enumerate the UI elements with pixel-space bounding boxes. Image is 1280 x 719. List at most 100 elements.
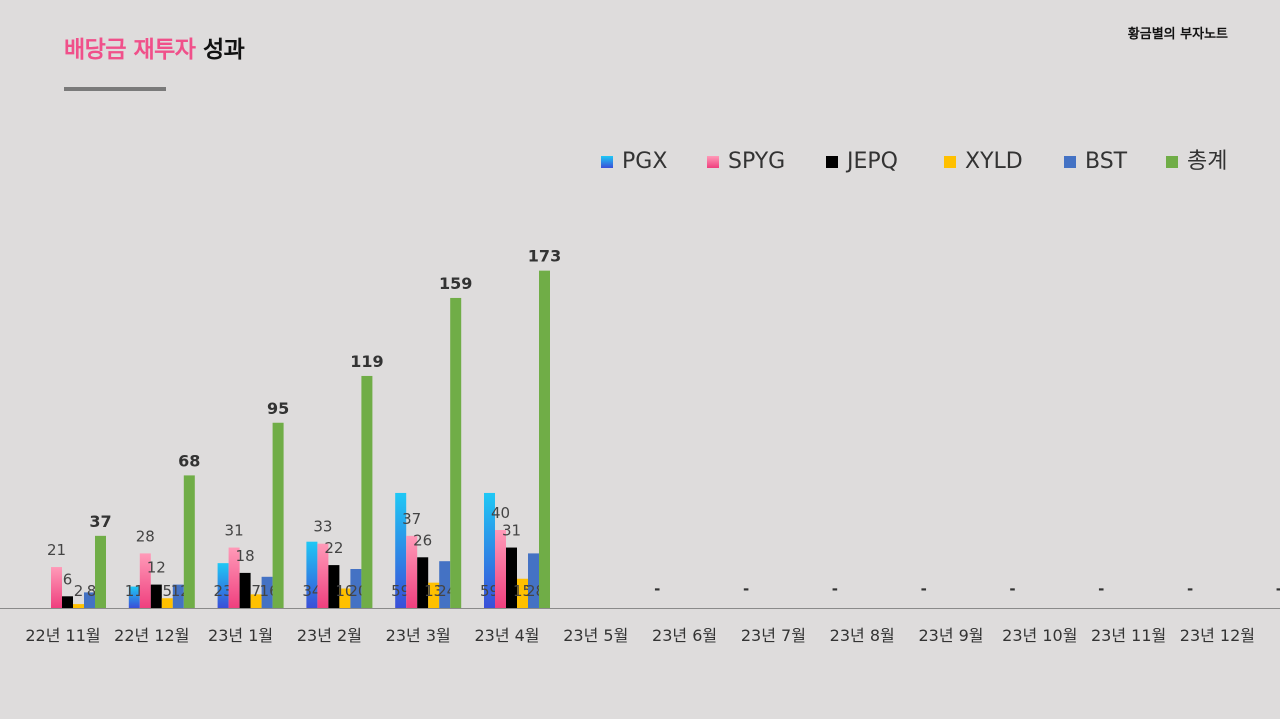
empty-marker: -	[654, 580, 660, 598]
bar-총계	[95, 535, 106, 608]
bar-총계	[450, 297, 462, 608]
x-tick-label: 23년 7월	[741, 626, 806, 645]
data-label-SPYG: 31	[225, 522, 244, 540]
total-label: 37	[89, 512, 111, 531]
bar-SPYG	[317, 543, 329, 608]
legend-item-BST: BST	[1064, 149, 1128, 174]
empty-marker: -	[743, 580, 749, 598]
x-tick-label: 23년 6월	[652, 626, 717, 645]
bar-JEPQ	[506, 547, 517, 608]
data-label-XYLD: 5	[163, 582, 173, 600]
x-tick-label: 23년 8월	[830, 626, 895, 645]
bar-총계	[183, 475, 195, 608]
empty-marker: -	[1276, 580, 1280, 598]
bar-JEPQ	[328, 565, 340, 608]
data-label-XYLD: 15	[513, 582, 532, 600]
data-label-SPYG: 40	[491, 504, 510, 522]
legend-label: 총계	[1187, 149, 1227, 174]
bar-BST	[350, 569, 362, 608]
bar-PGX	[128, 586, 140, 608]
bar-PGX	[306, 541, 318, 608]
data-label-XYLD: 10	[335, 582, 354, 600]
data-label-PGX: 59	[391, 582, 410, 600]
bar-PGX	[395, 492, 407, 608]
bar-BST	[261, 576, 273, 608]
bar-JEPQ	[62, 596, 73, 608]
data-label-PGX: 23	[214, 582, 233, 600]
legend-label: SPYG	[728, 149, 785, 174]
bar-PGX	[484, 492, 495, 608]
legend-swatch	[707, 156, 719, 168]
bar-SPYG	[495, 530, 506, 608]
bar-JEPQ	[239, 572, 251, 608]
empty-marker: -	[1098, 580, 1104, 598]
bar-BST	[528, 553, 539, 608]
legend-item-SPYG: SPYG	[707, 149, 785, 174]
total-label: 68	[178, 451, 200, 470]
legend-swatch	[1064, 156, 1076, 168]
bar-총계	[361, 375, 373, 608]
legend-item-총계: 총계	[1166, 149, 1227, 174]
total-label: 119	[350, 352, 383, 371]
data-label-JEPQ: 6	[63, 570, 73, 588]
chart-legend: PGX SPYG JEPQ XYLD BST 총계	[601, 149, 1227, 174]
empty-marker: -	[1009, 580, 1015, 598]
legend-label: PGX	[622, 149, 667, 174]
empty-marker: -	[832, 580, 838, 598]
x-tick-label: 23년 3월	[386, 626, 451, 645]
legend-swatch	[601, 156, 613, 168]
data-label-XYLD: 2	[74, 582, 84, 600]
data-label-JEPQ: 31	[502, 522, 521, 540]
bar-BST	[439, 561, 451, 608]
page-title: 배당금 재투자 성과	[64, 30, 245, 64]
x-tick-label: 23년 1월	[208, 626, 273, 645]
legend-label: JEPQ	[845, 149, 898, 174]
data-label-JEPQ: 26	[413, 531, 432, 549]
data-label-XYLD: 13	[424, 582, 443, 600]
x-tick-label: 23년 5월	[563, 626, 628, 645]
data-label-XYLD: 7	[251, 582, 261, 600]
bar-SPYG	[51, 567, 62, 608]
x-tick-label: 23년 11월	[1091, 626, 1166, 645]
bar-XYLD	[73, 604, 84, 608]
title-accent: 배당금 재투자	[64, 37, 196, 63]
legend-item-XYLD: XYLD	[944, 149, 1023, 174]
x-tick-label: 23년 4월	[474, 626, 539, 645]
x-tick-label: 23년 12월	[1180, 626, 1255, 645]
x-tick-label: 23년 9월	[918, 626, 983, 645]
data-label-JEPQ: 22	[324, 539, 343, 557]
bar-XYLD	[250, 594, 262, 608]
x-tick-label: 23년 10월	[1002, 626, 1077, 645]
x-axis: 22년 11월 22년 12월 23년 1월 23년 2월 23년 3월 23년 4월 23…	[0, 608, 1280, 645]
bar-PGX	[217, 563, 229, 608]
data-label-JEPQ: 18	[236, 547, 255, 565]
title-underline	[64, 87, 166, 91]
brand-label: 황금별의 부자노트	[1127, 27, 1228, 42]
bar-BST	[172, 584, 184, 608]
total-label: 173	[528, 247, 561, 266]
data-label-PGX: 59	[480, 582, 499, 600]
bar-SPYG	[406, 535, 418, 608]
empty-marker: -	[1187, 580, 1193, 598]
data-label-BST: 8	[87, 582, 97, 600]
bar-XYLD	[339, 588, 351, 608]
legend-label: BST	[1085, 149, 1128, 174]
legend-swatch	[944, 156, 956, 168]
legend-swatch	[826, 156, 838, 168]
bar-SPYG	[139, 553, 151, 608]
data-label-SPYG: 28	[136, 527, 155, 545]
bar-XYLD	[517, 578, 528, 608]
bar-총계	[539, 270, 550, 608]
data-label-PGX: 34	[302, 582, 321, 600]
x-tick-label: 23년 2월	[297, 626, 362, 645]
legend-item-PGX: PGX	[601, 149, 667, 174]
data-label-JEPQ: 12	[147, 559, 166, 577]
title-rest: 성과	[202, 37, 245, 63]
data-label-PGX: 11	[125, 582, 144, 600]
legend-label: XYLD	[965, 149, 1023, 174]
bar-JEPQ	[150, 584, 162, 608]
legend-item-JEPQ: JEPQ	[826, 149, 898, 174]
legend-swatch	[1166, 156, 1178, 168]
